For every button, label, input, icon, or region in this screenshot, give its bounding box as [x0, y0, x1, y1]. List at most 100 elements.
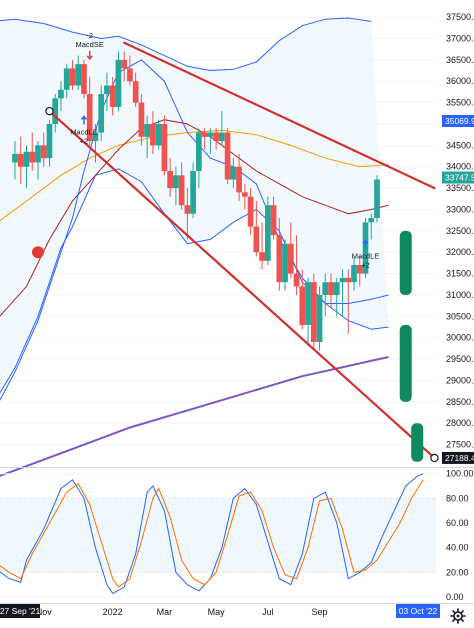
price-tick-label: 33500.0 [446, 183, 474, 193]
price-tick-label: 35500.0 [446, 98, 474, 108]
candle [17, 136, 24, 184]
candle-body [310, 282, 317, 343]
oscillator-tick-label: 20.00 [446, 567, 469, 577]
candle-body [236, 166, 242, 193]
price-tick-label: 31500.0 [446, 269, 474, 279]
time-tick-label: 2022 [103, 607, 123, 617]
candle-body [35, 145, 41, 163]
price-tick-label: 33000.0 [446, 204, 474, 214]
signal-sublabel: +2 [361, 260, 370, 269]
time-tick-label: Nov [36, 607, 53, 617]
candle-body [219, 132, 225, 142]
candle-body [40, 145, 47, 159]
price-tick-label: 34000.0 [446, 162, 474, 172]
candle-body [127, 68, 133, 82]
time-tick-label: Jul [262, 607, 274, 617]
time-end-badge-text: 03 Oct '22 [399, 606, 438, 616]
price-tick-label: 36000.0 [446, 76, 474, 86]
time-tick-label: Mar [157, 607, 173, 617]
marker-ring[interactable] [45, 106, 54, 116]
candle [345, 269, 352, 334]
candle-body [322, 282, 329, 295]
candle-body [63, 68, 70, 90]
candle-body [241, 192, 248, 197]
time-start-badge-bg [0, 604, 40, 618]
time-tick-label: Sep [312, 607, 328, 617]
settings-gear-icon[interactable] [450, 608, 466, 624]
candle [109, 76, 116, 116]
candle-body [184, 205, 191, 214]
oscillator-tick-label: 40.00 [446, 543, 469, 553]
candle-body [167, 171, 173, 189]
price-tick-label: 27500.0 [446, 440, 474, 450]
candle-body [173, 175, 179, 189]
candle [259, 222, 265, 270]
projection-bar [399, 324, 412, 402]
candle [23, 145, 30, 189]
candle-body [115, 59, 122, 107]
candle [35, 141, 41, 180]
trend-line[interactable] [123, 41, 436, 190]
candle [46, 119, 53, 167]
oscillator-line [0, 479, 424, 588]
marker-dot[interactable] [31, 246, 44, 259]
candle [374, 175, 380, 223]
candle [339, 269, 346, 317]
price-tick-label: 29500.0 [446, 354, 474, 364]
price-tick-label: 29000.0 [446, 375, 474, 385]
candle-body [17, 153, 24, 167]
candle [92, 123, 99, 163]
price-tick-label: 32500.0 [446, 226, 474, 236]
candle [219, 111, 225, 146]
time-axis[interactable]: Nov 2022 Mar May Jul Sep 27 Sep '21 03 Oct '22 [0, 604, 440, 618]
time-start-badge-text: 27 Sep '21 [0, 606, 40, 616]
candle [184, 188, 191, 240]
candle-body [276, 235, 283, 283]
price-badge: 33747.5 [442, 171, 474, 184]
marker-ring[interactable] [430, 453, 439, 463]
candle-body [144, 123, 151, 137]
signal-label: MacdLE [352, 251, 380, 260]
oscillator-panel[interactable] [0, 473, 436, 598]
price-tick-label: 34500.0 [446, 140, 474, 150]
candle-body [121, 59, 128, 69]
candle [368, 213, 375, 240]
projection-bar [411, 423, 424, 462]
candle [69, 59, 76, 90]
oscillator-axis[interactable]: 100.00 80.00 60.00 40.00 20.00 0.00 [446, 469, 474, 602]
candle-body [207, 132, 214, 137]
candle [299, 269, 306, 330]
bollinger-upper-line [0, 17, 372, 72]
price-tick-label: 30000.0 [446, 333, 474, 343]
candle-body [351, 265, 357, 283]
candle-body [345, 277, 352, 283]
oscillator-tick-label: 80.00 [446, 493, 469, 503]
candle [75, 55, 82, 90]
candle-body [52, 98, 59, 124]
price-badge-bg [442, 114, 474, 127]
price-tick-label: 36500.0 [446, 55, 474, 65]
candle [161, 115, 168, 176]
price-tick-label: 31000.0 [446, 290, 474, 300]
price-badge-text: 27188.4 [445, 453, 474, 463]
price-badge: 27188.4 [442, 451, 474, 464]
candle-body [81, 64, 87, 95]
candle [115, 51, 122, 112]
candle [81, 59, 87, 99]
buy-arrow-icon [80, 115, 88, 125]
candle [40, 132, 47, 167]
candle [305, 277, 311, 347]
candle-body [69, 68, 76, 86]
candle [276, 218, 283, 291]
candle [52, 94, 59, 133]
moving-average-line [0, 356, 389, 477]
trend-line[interactable] [48, 110, 436, 460]
strategy-signal: MacdLE+2 [352, 239, 380, 269]
price-axis[interactable]: 37500.037000.036500.036000.035500.035000… [442, 12, 474, 464]
candle-body [356, 265, 363, 274]
price-tick-label: 30500.0 [446, 311, 474, 321]
candle [127, 55, 133, 86]
